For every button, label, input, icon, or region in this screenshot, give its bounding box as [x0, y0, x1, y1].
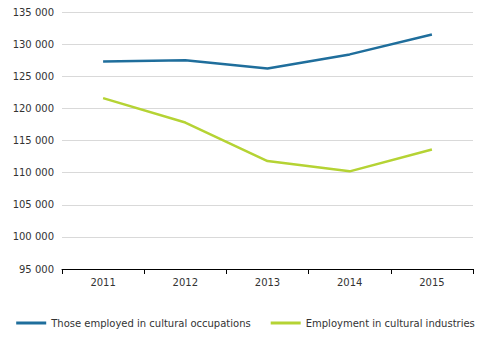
svg-text:105 000: 105 000: [13, 199, 54, 210]
svg-text:125 000: 125 000: [13, 71, 54, 82]
svg-text:2013: 2013: [255, 277, 280, 288]
svg-text:2012: 2012: [173, 277, 198, 288]
svg-text:115 000: 115 000: [13, 135, 54, 146]
svg-text:95 000: 95 000: [19, 264, 54, 275]
svg-text:110 000: 110 000: [13, 167, 54, 178]
svg-text:120 000: 120 000: [13, 103, 54, 114]
svg-text:2015: 2015: [419, 277, 444, 288]
svg-text:2014: 2014: [337, 277, 362, 288]
svg-text:2011: 2011: [90, 277, 115, 288]
svg-text:135 000: 135 000: [13, 7, 54, 18]
svg-text:130 000: 130 000: [13, 39, 54, 50]
svg-text:Employment in cultural industr: Employment in cultural industries: [306, 318, 475, 329]
svg-text:100 000: 100 000: [13, 231, 54, 242]
svg-text:Those employed in cultural occ: Those employed in cultural occupations: [50, 318, 251, 329]
